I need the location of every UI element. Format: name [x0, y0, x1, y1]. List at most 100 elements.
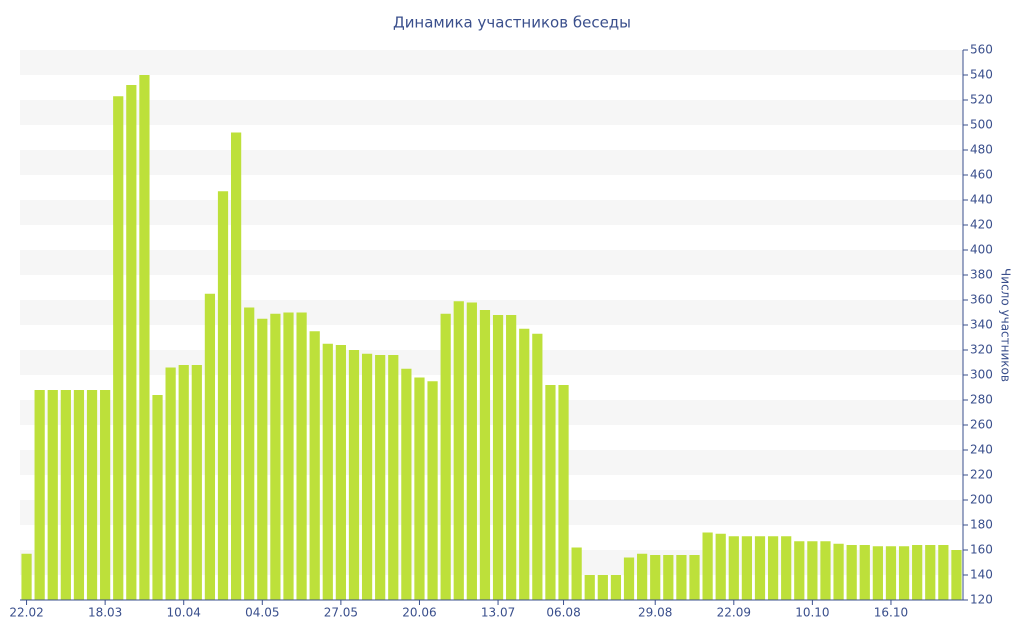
grid-band	[20, 250, 963, 275]
bar	[754, 536, 766, 600]
bar	[21, 553, 32, 600]
bar	[623, 557, 635, 600]
bar	[532, 333, 543, 600]
y-tick-label: 280	[970, 393, 993, 407]
bar	[178, 365, 189, 600]
bar	[204, 293, 216, 600]
y-tick-label: 440	[970, 193, 993, 207]
y-tick-label: 540	[970, 68, 993, 82]
x-tick-label: 29.08	[638, 606, 672, 620]
x-tick-label: 22.02	[9, 606, 43, 620]
x-tick-label: 06.08	[546, 606, 580, 620]
bar	[912, 545, 923, 600]
bar	[872, 546, 883, 600]
bar	[663, 555, 674, 600]
bar	[676, 555, 687, 600]
bar	[34, 390, 45, 600]
bar	[807, 541, 818, 600]
bar	[637, 553, 648, 600]
bar	[113, 96, 124, 600]
y-tick-label: 140	[970, 568, 993, 582]
bar	[702, 532, 713, 600]
bar	[361, 353, 373, 600]
x-tick-label: 20.06	[402, 606, 436, 620]
x-tick-label: 10.04	[167, 606, 201, 620]
grid-band	[20, 400, 963, 425]
bar	[139, 75, 150, 600]
bar	[388, 355, 399, 600]
x-tick-label: 16.10	[874, 606, 908, 620]
bar	[781, 536, 792, 600]
bar	[715, 533, 726, 600]
bar	[126, 85, 137, 600]
bar	[846, 545, 857, 600]
grid-band	[20, 450, 963, 475]
y-tick-label: 560	[970, 43, 993, 57]
y-tick-label: 220	[970, 468, 993, 482]
y-tick-label: 360	[970, 293, 993, 307]
bar	[492, 315, 504, 600]
bar	[728, 536, 739, 600]
bar	[309, 331, 320, 600]
bar	[650, 555, 661, 600]
y-tick-label: 260	[970, 418, 993, 432]
bar	[951, 550, 962, 600]
bar	[230, 132, 242, 600]
bar	[165, 367, 176, 600]
bar	[375, 355, 386, 600]
bar	[610, 575, 622, 600]
bar	[466, 302, 477, 600]
x-tick-label: 22.09	[717, 606, 751, 620]
grid-band	[20, 150, 963, 175]
grid-band	[20, 200, 963, 225]
y-axis-label: Число участников	[999, 268, 1013, 382]
y-tick-label: 480	[970, 143, 993, 157]
bar	[348, 350, 360, 600]
y-tick-label: 300	[970, 368, 993, 382]
bar	[741, 536, 753, 600]
bar	[597, 575, 608, 600]
x-tick-label: 04.05	[245, 606, 279, 620]
bar	[283, 312, 294, 600]
y-tick-label: 460	[970, 168, 993, 182]
bar	[794, 541, 805, 600]
y-tick-label: 420	[970, 218, 993, 232]
bar	[322, 343, 333, 600]
y-tick-label: 520	[970, 93, 993, 107]
y-tick-label: 240	[970, 443, 993, 457]
bar	[296, 312, 307, 600]
x-tick-label: 18.03	[88, 606, 122, 620]
bar	[689, 555, 700, 600]
bar	[898, 546, 910, 600]
bar	[86, 390, 98, 600]
bar	[558, 385, 569, 600]
grid-band	[20, 100, 963, 125]
bar	[270, 313, 281, 600]
x-tick-label: 10.10	[795, 606, 829, 620]
bar	[60, 390, 71, 600]
bar	[440, 313, 451, 600]
bar	[519, 328, 530, 600]
grid-band	[20, 500, 963, 525]
bar	[885, 546, 897, 600]
y-tick-label: 200	[970, 493, 993, 507]
bar	[767, 536, 779, 600]
bar	[571, 547, 582, 600]
y-tick-label: 380	[970, 268, 993, 282]
y-tick-label: 500	[970, 118, 993, 132]
chart-title: Динамика участников беседы	[393, 14, 631, 32]
y-tick-label: 340	[970, 318, 993, 332]
x-tick-label: 27.05	[324, 606, 358, 620]
bar	[244, 307, 255, 600]
y-tick-label: 320	[970, 343, 993, 357]
bar	[584, 575, 595, 600]
grid-band	[20, 50, 963, 75]
y-tick-label: 160	[970, 543, 993, 557]
bar	[401, 368, 412, 600]
bar	[479, 310, 491, 600]
bar	[217, 191, 229, 600]
bar	[506, 315, 517, 600]
bar	[859, 545, 870, 600]
bar	[820, 541, 831, 600]
